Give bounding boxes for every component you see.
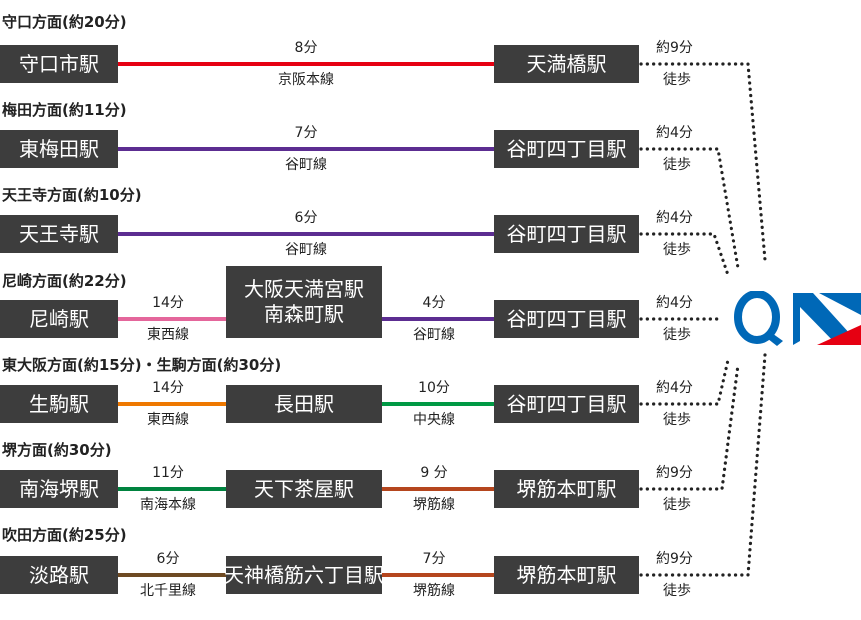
walk-path-row1 — [639, 62, 767, 262]
walk-path-row7 — [639, 353, 767, 577]
walk-path-row3 — [639, 232, 730, 277]
walk-time: 約4分 — [656, 380, 693, 396]
segment-line-name: 東西線 — [147, 412, 189, 428]
station-sakaisujihonmachi: 堺筋本町駅 — [494, 556, 639, 594]
line-keihan-main — [118, 62, 494, 66]
station-nagata: 長田駅 — [226, 385, 382, 423]
segment-line-name: 谷町線 — [285, 242, 327, 258]
segment-line-name: 南海本線 — [140, 497, 196, 513]
segment-time: 14分 — [152, 295, 184, 311]
station-tanimachi4: 谷町四丁目駅 — [494, 385, 639, 423]
logo-ns-icon — [793, 293, 861, 345]
segment-line-name: 中央線 — [413, 412, 455, 428]
station-tanimachi4: 谷町四丁目駅 — [494, 300, 639, 338]
segment-line-name: 北千里線 — [140, 583, 196, 599]
walk-time: 約4分 — [656, 125, 693, 141]
station-tengachaya: 天下茶屋駅 — [226, 470, 382, 508]
walk-time: 約9分 — [656, 40, 693, 56]
line-tanimachi — [118, 147, 494, 151]
segment-line-name: 東西線 — [147, 327, 189, 343]
line-senri — [118, 573, 226, 577]
walk-path-row5 — [639, 358, 730, 406]
station-name-minamimorimachi: 南森町駅 — [264, 302, 344, 326]
walk-label: 徒歩 — [663, 242, 691, 258]
walk-label: 徒歩 — [663, 327, 691, 343]
walk-time: 約4分 — [656, 295, 693, 311]
station-osakatenmangu-minamimorimachi: 大阪天満宮駅 南森町駅 — [226, 266, 382, 338]
segment-line-name: 京阪本線 — [278, 72, 334, 88]
route-header-umeda: 梅田方面(約11分) — [2, 101, 127, 119]
station-higashiumeda: 東梅田駅 — [0, 130, 118, 168]
walk-label: 徒歩 — [663, 583, 691, 599]
station-moriguchishi: 守口市駅 — [0, 45, 118, 83]
line-chuo — [382, 402, 494, 406]
segment-line-name: 堺筋線 — [413, 497, 455, 513]
segment-time: 4分 — [422, 295, 446, 311]
segment-time: 10分 — [418, 380, 450, 396]
line-tanimachi — [118, 232, 494, 236]
walk-label: 徒歩 — [663, 412, 691, 428]
logo-q-icon — [734, 291, 783, 346]
segment-time: 11分 — [152, 465, 184, 481]
route-header-suita: 吹田方面(約25分) — [2, 526, 127, 544]
segment-time: 7分 — [294, 125, 318, 141]
walk-time: 約9分 — [656, 551, 693, 567]
station-sakaisujihonmachi: 堺筋本町駅 — [494, 470, 639, 508]
station-tanimachi4: 谷町四丁目駅 — [494, 130, 639, 168]
route-header-tennoji: 天王寺方面(約10分) — [2, 186, 142, 204]
line-keihanna — [118, 402, 226, 406]
route-header-moriguchi: 守口方面(約20分) — [2, 13, 127, 31]
walk-time: 約4分 — [656, 210, 693, 226]
line-nankai-main — [118, 487, 226, 491]
station-tanimachi4: 谷町四丁目駅 — [494, 215, 639, 253]
route-header-amagasaki: 尼崎方面(約22分) — [2, 272, 127, 290]
walk-time: 約9分 — [656, 465, 693, 481]
segment-time: 7分 — [422, 551, 446, 567]
station-amagasaki: 尼崎駅 — [0, 300, 118, 338]
segment-line-name: 谷町線 — [413, 327, 455, 343]
segment-time: 8分 — [294, 40, 318, 56]
station-ikoma: 生駒駅 — [0, 385, 118, 423]
walk-path-row2 — [639, 147, 740, 270]
walk-label: 徒歩 — [663, 157, 691, 173]
segment-line-name: 堺筋線 — [413, 583, 455, 599]
segment-time: 14分 — [152, 380, 184, 396]
station-nankaisakai: 南海堺駅 — [0, 470, 118, 508]
walk-label: 徒歩 — [663, 72, 691, 88]
route-header-sakai: 堺方面(約30分) — [2, 441, 112, 459]
station-awaji: 淡路駅 — [0, 556, 118, 594]
segment-line-name: 谷町線 — [285, 157, 327, 173]
line-tanimachi — [382, 317, 494, 321]
segment-time: 6分 — [294, 210, 318, 226]
station-tenmabashi: 天満橋駅 — [494, 45, 639, 83]
line-sakaisuji — [382, 573, 494, 577]
route-header-higashiosaka-ikoma: 東大阪方面(約15分)・生駒方面(約30分) — [2, 356, 282, 374]
walk-label: 徒歩 — [663, 497, 691, 513]
station-tenjinbashisuji6: 天神橋筋六丁目駅 — [224, 556, 384, 594]
station-tennoji: 天王寺駅 — [0, 215, 118, 253]
walk-path-row6 — [639, 363, 740, 491]
line-sakaisuji — [382, 487, 494, 491]
station-name-osakatenmangu: 大阪天満宮駅 — [244, 277, 364, 301]
qis-logo — [734, 291, 861, 346]
segment-time: 6分 — [156, 551, 180, 567]
segment-time: 9 分 — [420, 465, 448, 481]
line-tozai-jr — [118, 317, 226, 321]
